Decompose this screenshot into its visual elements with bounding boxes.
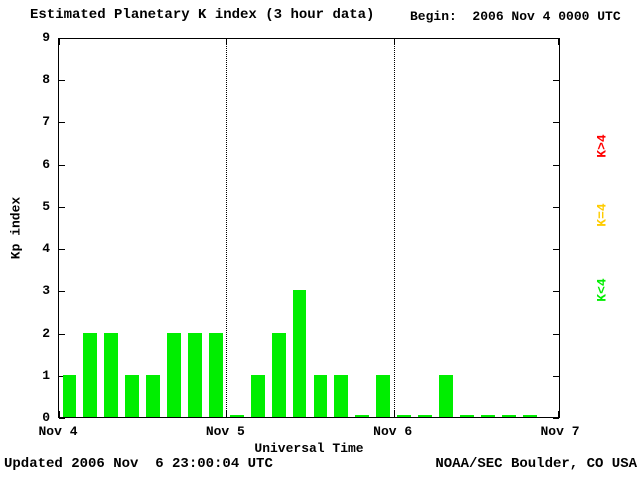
legend-K4: K>4 (594, 134, 610, 158)
kp-bar-Nov5-1 (250, 374, 265, 417)
y-tick (59, 375, 65, 377)
chart-title: Estimated Planetary K index (3 hour data… (30, 7, 375, 23)
x-tick (558, 411, 559, 417)
kp-bar-Nov4-4 (146, 374, 161, 417)
begin-label: Begin: 2006 Nov 4 0000 UTC (410, 9, 621, 24)
y-tick (553, 418, 559, 419)
y-tick (553, 206, 559, 208)
y-tick (59, 291, 65, 293)
y-tick-label: 1 (42, 367, 50, 383)
y-tick (59, 418, 65, 419)
kp-bar-Nov6-4 (480, 415, 495, 417)
y-tick (59, 164, 65, 166)
y-tick-label: 7 (42, 114, 50, 130)
plot-area (58, 38, 560, 419)
x-tick (59, 39, 60, 45)
kp-bar-Nov6-3 (459, 415, 474, 417)
kp-bar-Nov6-0 (397, 415, 412, 417)
updated-timestamp: Updated 2006 Nov 6 23:00:04 UTC (4, 456, 273, 472)
kp-bar-Nov4-7 (208, 332, 223, 417)
y-tick-label: 6 (42, 156, 50, 172)
y-tick (59, 38, 65, 39)
kp-bar-Nov5-7 (376, 374, 391, 417)
y-tick (553, 333, 559, 335)
y-tick (553, 164, 559, 166)
y-tick (553, 291, 559, 293)
kp-bar-Nov6-1 (418, 415, 432, 417)
y-tick-label: 9 (42, 30, 50, 45)
x-tick-label: Nov 6 (373, 424, 413, 439)
kp-bar-Nov4-2 (104, 332, 119, 417)
y-axis-title: Kp index (8, 196, 24, 260)
x-tick-label: Nov 4 (38, 424, 78, 439)
y-tick (59, 249, 65, 251)
y-tick (553, 249, 559, 251)
kp-bar-Nov4-0 (62, 374, 77, 417)
y-tick-label: 0 (42, 410, 50, 425)
x-axis-title: Universal Time (254, 441, 364, 456)
kp-bar-Nov6-6 (522, 415, 537, 417)
y-tick-label: 8 (42, 72, 50, 88)
y-tick-label: 2 (42, 325, 50, 341)
legend-K4: K=4 (594, 203, 610, 227)
y-tick-label: 3 (42, 283, 50, 299)
kp-bar-Nov4-6 (188, 332, 202, 417)
y-tick (553, 122, 559, 124)
y-tick (59, 122, 65, 124)
day-gridline (393, 39, 395, 417)
x-tick-label: Nov 7 (540, 424, 580, 439)
credit-label: NOAA/SEC Boulder, CO USA (435, 456, 637, 472)
kp-bar-Nov4-1 (83, 332, 98, 417)
kp-bar-Nov4-5 (167, 332, 181, 417)
kp-bar-Nov6-2 (439, 374, 453, 417)
y-tick (553, 375, 559, 377)
x-tick-label: Nov 5 (205, 424, 245, 439)
x-tick (59, 411, 60, 417)
kp-bar-Nov5-0 (229, 415, 244, 417)
kp-bar-Nov6-5 (501, 415, 516, 417)
y-tick (553, 80, 559, 82)
y-tick-label: 5 (42, 198, 50, 214)
y-tick (59, 80, 65, 82)
y-tick (553, 38, 559, 39)
kp-bar-Nov5-5 (334, 374, 349, 417)
kp-bar-Nov5-4 (313, 374, 328, 417)
kp-bar-Nov5-6 (355, 415, 370, 417)
kp-bar-Nov5-2 (271, 332, 286, 417)
kp-bar-Nov5-3 (292, 290, 307, 417)
kp-bar-Nov4-3 (125, 374, 140, 417)
y-tick (59, 333, 65, 335)
y-tick-label: 4 (42, 241, 50, 257)
y-tick (59, 206, 65, 208)
x-tick (558, 39, 559, 45)
legend-K4: K<4 (594, 278, 610, 302)
day-gridline (226, 39, 228, 417)
